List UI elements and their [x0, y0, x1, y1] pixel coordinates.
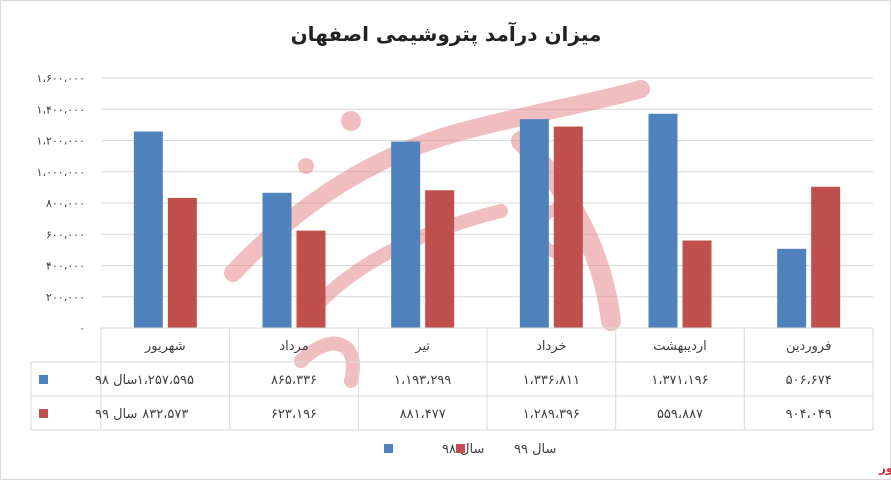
category-label: فروردین [786, 339, 831, 354]
watermark-text: بورس نیوز [878, 461, 891, 476]
table-value: ۸۶۵،۳۳۶ [271, 373, 317, 388]
table-value: ۱،۳۳۶،۸۱۱ [523, 373, 580, 388]
table-value: ۹۰۴،۰۴۹ [786, 407, 832, 422]
legend: سال ۹۸ سال ۹۹ [384, 442, 556, 457]
bar-series1 [777, 248, 807, 328]
y-tick-label: ۲۰۰،۰۰۰ [46, 291, 85, 304]
table-value: ۶۲۳،۱۹۶ [271, 407, 317, 422]
y-tick-label: ۴۰۰،۰۰۰ [46, 260, 85, 273]
bar-series1 [262, 192, 292, 328]
category-label: شهریور [144, 339, 186, 354]
table-series-name: سال ۹۹ [95, 407, 137, 422]
table-value: ۱،۲۵۷،۵۹۵ [137, 373, 194, 388]
bar-series2 [553, 126, 583, 328]
y-tick-label: ۶۰۰،۰۰۰ [46, 228, 85, 241]
bar-series2 [296, 230, 326, 328]
y-tick-label: ۱،۶۰۰،۰۰۰ [37, 72, 85, 85]
y-tick-label: ۱،۰۰۰،۰۰۰ [37, 166, 85, 179]
y-tick-label: ۱،۴۰۰،۰۰۰ [37, 103, 85, 116]
legend-key [384, 444, 393, 453]
table-legend-key [39, 375, 48, 384]
legend-label: سال ۹۹ [514, 442, 556, 457]
table-value: ۱،۱۹۳،۲۹۹ [394, 373, 451, 388]
category-label: مرداد [279, 339, 308, 354]
table-value: ۵۰۶،۶۷۴ [786, 373, 832, 388]
chart-title: میزان درآمد پتروشیمی اصفهان [291, 21, 602, 47]
data-table: فروردین اردیبهشت خرداد تیر مرداد شهریور سال ۹۸… [30, 327, 874, 431]
table-value: ۱،۳۷۱،۱۹۶ [651, 373, 708, 388]
bar-series2 [682, 240, 712, 328]
bar-series1 [519, 119, 549, 328]
y-tick-label: ۱،۲۰۰،۰۰۰ [37, 135, 85, 148]
category-label: اردیبهشت [653, 339, 707, 354]
legend-key [456, 444, 465, 453]
gridlines [101, 77, 873, 329]
bars [133, 113, 841, 328]
bar-series1 [391, 141, 421, 328]
category-label: خرداد [536, 339, 566, 354]
y-axis: ۰ ۲۰۰،۰۰۰ ۴۰۰،۰۰۰ ۶۰۰،۰۰۰ ۸۰۰،۰۰۰ ۱،۰۰۰،۰۰۰ ۱،… [37, 72, 85, 335]
table-value: ۸۳۲،۵۷۳ [142, 407, 188, 422]
category-label: تیر [414, 339, 430, 354]
y-tick-label: ۰ [79, 322, 85, 335]
y-tick-label: ۸۰۰،۰۰۰ [46, 197, 85, 210]
bar-series2 [167, 197, 197, 328]
table-legend-key [39, 409, 48, 418]
table-series-name: سال ۹۸ [95, 373, 137, 388]
table-value: ۵۵۹،۸۸۷ [657, 407, 703, 422]
bar-series2 [425, 190, 455, 328]
bar-series1 [133, 131, 163, 328]
bar-series1 [648, 113, 678, 328]
bar-series2 [811, 186, 841, 328]
table-value: ۸۸۱،۴۷۷ [400, 407, 446, 422]
table-value: ۱،۲۸۹،۳۹۶ [523, 407, 580, 422]
